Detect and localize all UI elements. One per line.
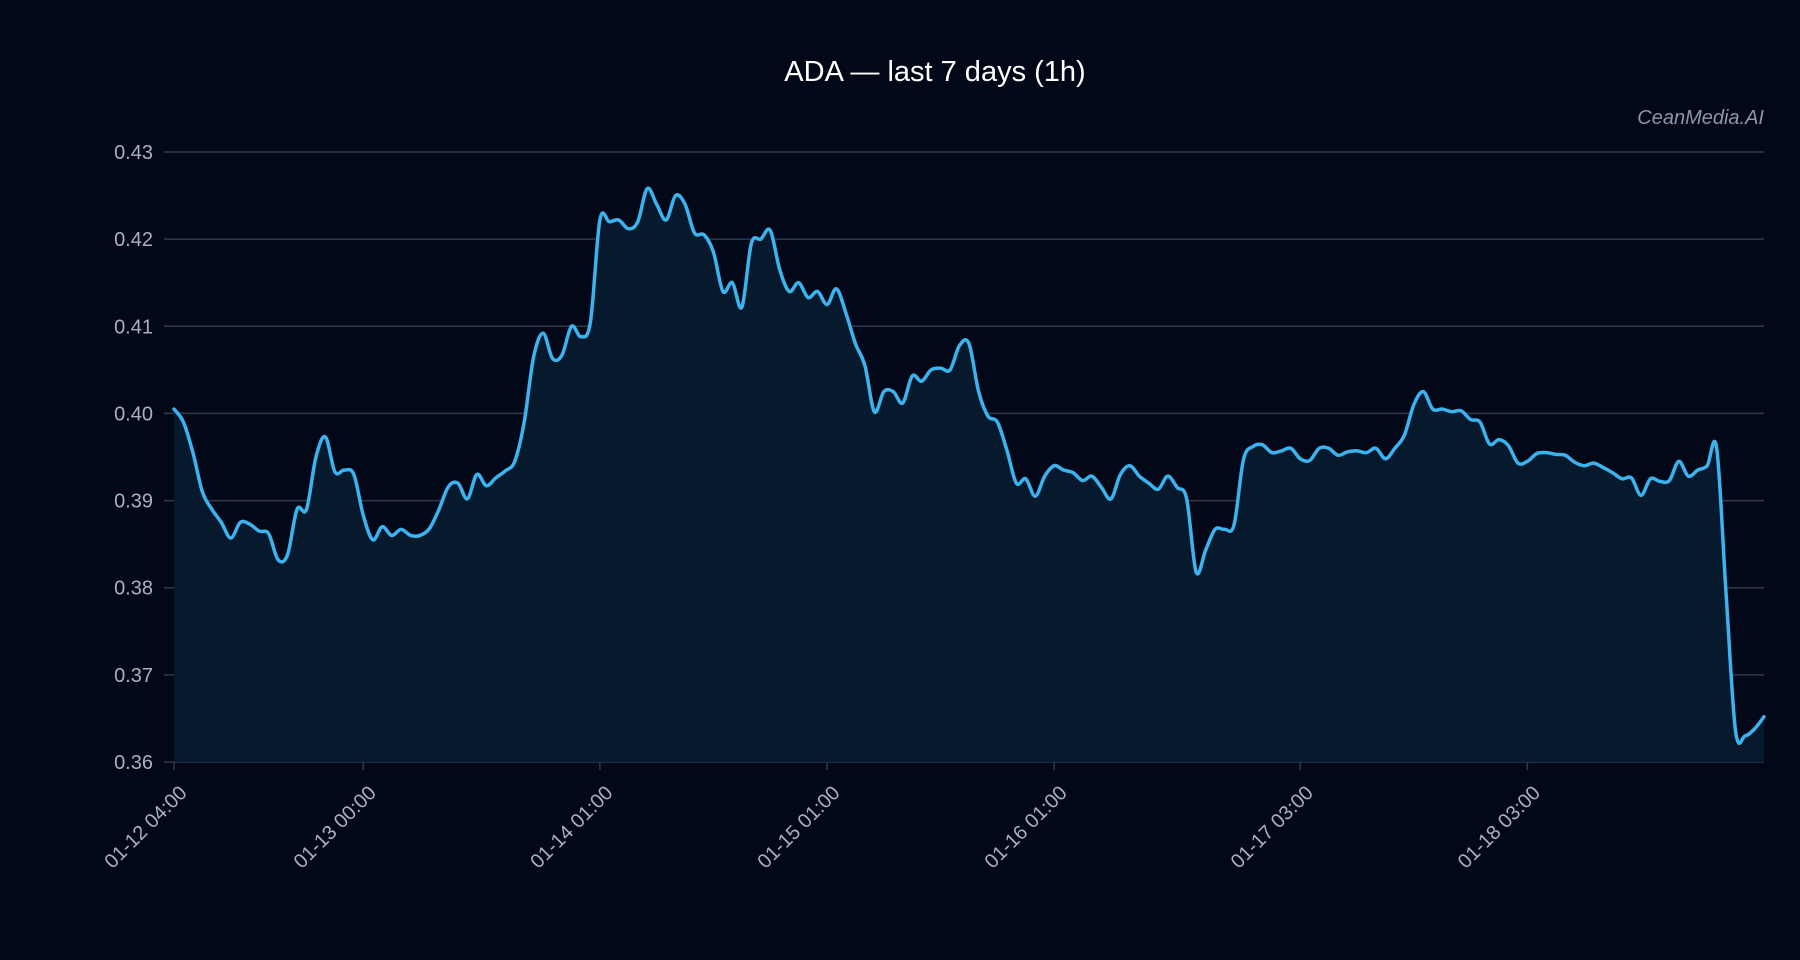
x-tick-label: 01-16 01:00 [981,782,1072,873]
x-tick-label: 01-13 00:00 [290,782,381,873]
x-tick-label: 01-17 03:00 [1227,782,1318,873]
chart-title: ADA — last 7 days (1h) [784,56,1086,88]
y-tick-label: 0.43 [114,142,153,164]
y-tick-label: 0.41 [114,316,153,338]
x-tick-label: 01-12 04:00 [100,782,191,873]
x-tick-label: 01-14 01:00 [526,782,617,873]
y-tick-label: 0.38 [114,578,153,600]
x-tick-label: 01-18 03:00 [1454,782,1545,873]
price-area-fill [174,188,1764,763]
y-tick-label: 0.42 [114,229,153,251]
y-axis-ticks: 0.43 0.42 0.41 0.40 0.39 0.38 0.37 0.36 [114,142,153,774]
watermark: CeanMedia.AI [1637,107,1764,129]
price-line [172,186,1766,746]
y-tick-label: 0.40 [114,403,153,425]
y-tick-label: 0.39 [114,491,153,513]
x-tick-label: 01-15 01:00 [754,782,845,873]
x-axis-ticks: 01-12 04:00 01-13 00:00 01-14 01:00 01-15 0… [100,762,1545,873]
y-tick-label: 0.36 [114,752,153,774]
y-tick-label: 0.37 [114,665,153,687]
